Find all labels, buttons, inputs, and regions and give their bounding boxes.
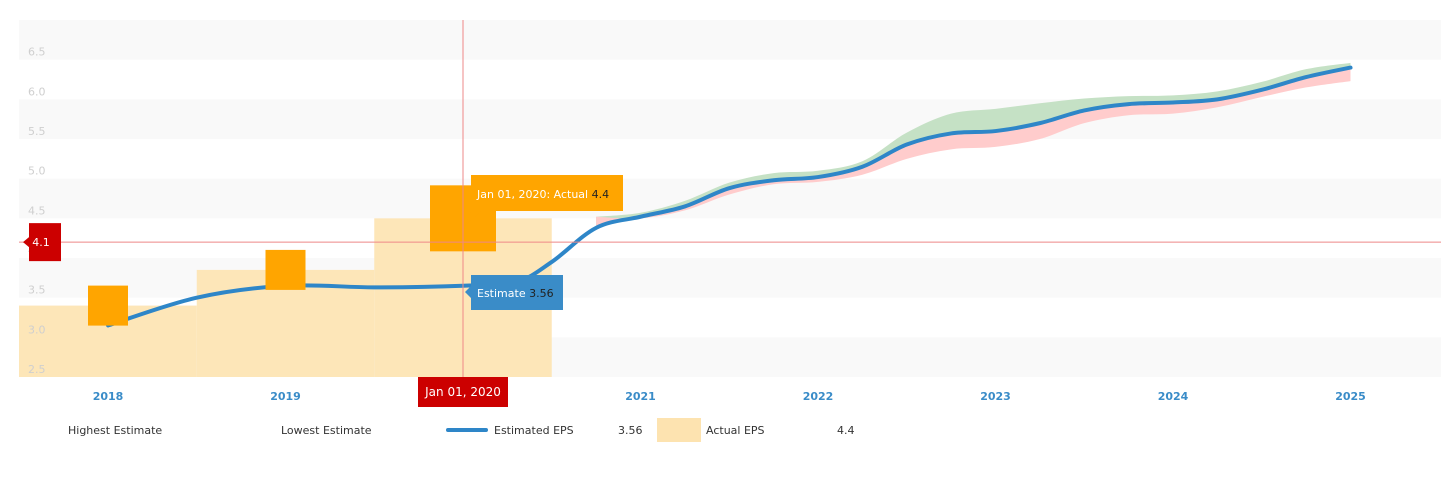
tooltip-actual-value: 4.4	[592, 188, 610, 201]
actual-eps-marker	[88, 285, 128, 326]
plot-band	[19, 99, 1441, 139]
x-tick-label: 2023	[980, 390, 1011, 403]
highest-estimate-area	[596, 62, 1351, 228]
crosshair-y-label-box	[23, 223, 61, 262]
x-tick-label: 2019	[270, 390, 301, 403]
x-tick-label: 2018	[93, 390, 124, 403]
actual-eps-marker	[265, 249, 306, 290]
lowest-estimate-area	[596, 67, 1351, 228]
estimated-eps-line	[106, 65, 1353, 328]
y-tick-label: 3.5	[28, 284, 46, 297]
x-tick-label: 2021	[625, 390, 656, 403]
x-tick-label: 2025	[1335, 390, 1366, 403]
crosshair-x-label: Jan 01, 2020	[424, 385, 501, 399]
y-axis-ticks: 2.53.03.54.04.55.05.56.06.5	[28, 46, 46, 376]
legend-actual-eps[interactable]: Actual EPS	[706, 424, 765, 437]
tooltips: Jan 01, 2020: Actual 4.4 Estimate 3.56	[465, 175, 623, 310]
tooltip-actual-box	[465, 175, 623, 226]
y-tick-label: 2.5	[28, 363, 46, 376]
crosshair-x-label-box	[418, 377, 508, 407]
legend-actual-swatch	[657, 418, 701, 442]
legend-estimated-eps[interactable]: Estimated EPS	[494, 424, 574, 437]
legend-estimated-value: 3.56	[618, 424, 643, 437]
legend-estimated-swatch	[446, 428, 488, 432]
y-tick-label: 5.0	[28, 165, 46, 178]
legend: Highest Estimate Lowest Estimate Estimat…	[0, 418, 1456, 442]
crosshair-y-label: 4.1	[32, 236, 50, 249]
tooltip-estimate: Estimate 3.56	[477, 287, 554, 300]
tooltip-actual-label: Jan 01, 2020: Actual	[476, 188, 592, 201]
tooltip-actual: Jan 01, 2020: Actual 4.4	[476, 188, 609, 201]
y-tick-label: 6.5	[28, 46, 46, 59]
legend-highest-estimate[interactable]: Highest Estimate	[68, 424, 163, 437]
legend-actual-value: 4.4	[837, 424, 855, 437]
tooltip-estimate-box	[465, 275, 563, 310]
plot-band	[19, 20, 1441, 60]
crosshair: Jan 01, 2020 4.1	[19, 20, 1441, 407]
x-tick-label: 2022	[803, 390, 834, 403]
x-tick-label: 2024	[1158, 390, 1189, 403]
tooltip-estimate-label: Estimate	[477, 287, 529, 300]
x-axis-ticks: 2018 2019 2021 2022 2023 2024 2025	[93, 390, 1366, 403]
tooltip-estimate-value: 3.56	[529, 287, 554, 300]
y-tick-label: 5.5	[28, 125, 46, 138]
legend-lowest-estimate[interactable]: Lowest Estimate	[281, 424, 372, 437]
y-tick-label: 6.0	[28, 85, 46, 98]
y-tick-label: 4.5	[28, 204, 46, 217]
y-tick-label: 3.0	[28, 323, 46, 336]
